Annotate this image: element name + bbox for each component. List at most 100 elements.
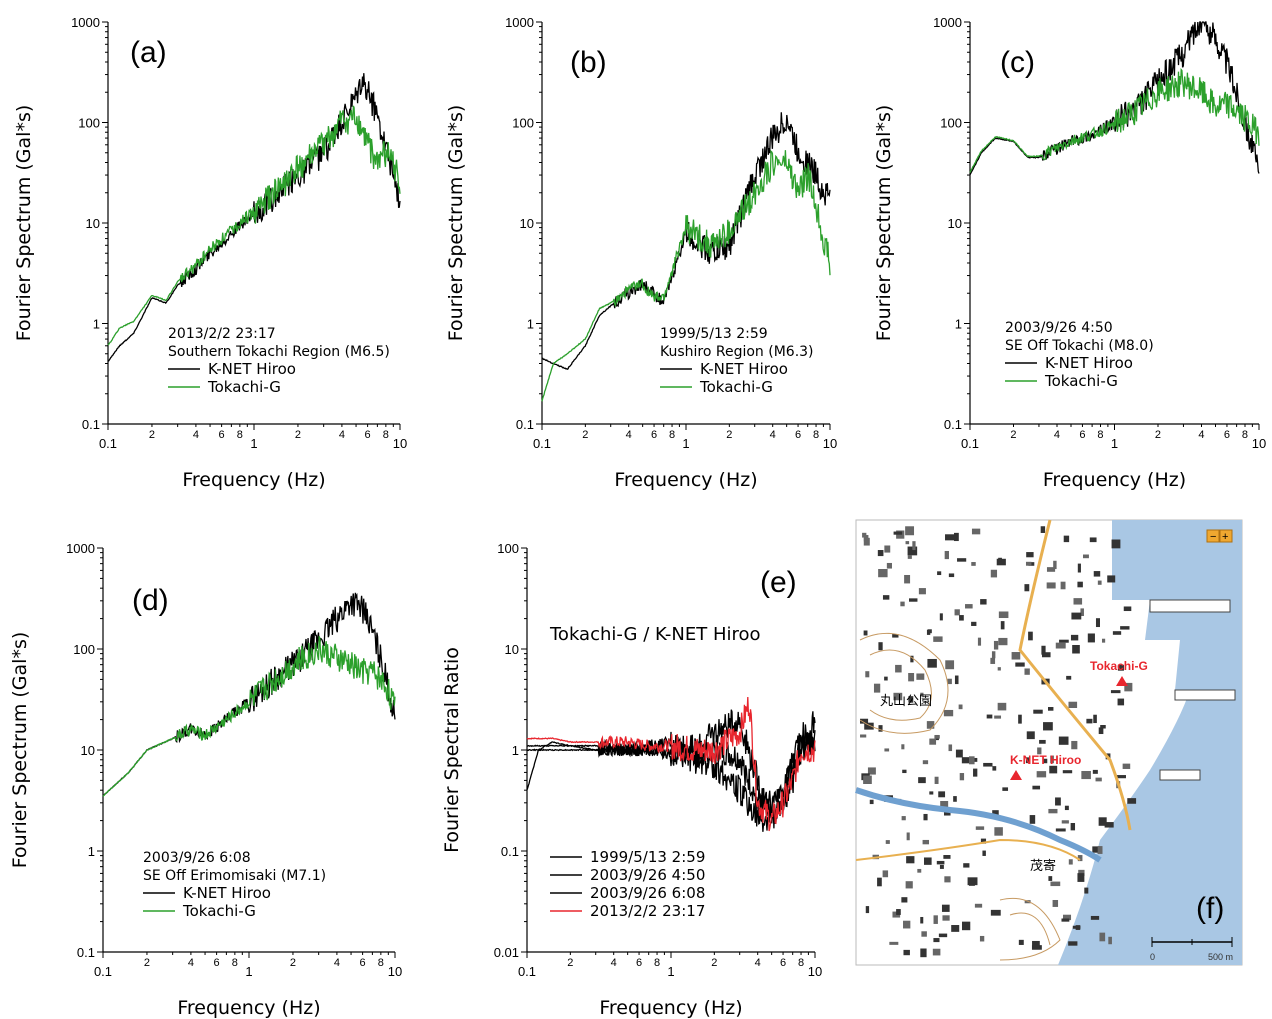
- building: [958, 704, 963, 710]
- x-minor-tick-label: 2: [1155, 429, 1161, 441]
- building: [906, 856, 915, 864]
- zoom-out-button[interactable]: [1206, 529, 1220, 543]
- y-tick-label: 10: [86, 216, 100, 231]
- building: [878, 725, 883, 732]
- pier: [1149, 599, 1231, 613]
- x-minor-tick-label: 4: [611, 957, 617, 969]
- building: [921, 931, 927, 937]
- building: [908, 696, 914, 703]
- building: [878, 568, 888, 578]
- building: [885, 840, 890, 844]
- building: [1077, 581, 1083, 588]
- building: [863, 537, 870, 546]
- y-tick-label: 100: [73, 642, 95, 657]
- x-tick-label: 10: [1252, 436, 1266, 451]
- y-tick-label: 1: [512, 743, 519, 758]
- x-minor-tick-label: 6: [1224, 429, 1230, 441]
- building: [943, 709, 954, 717]
- map-panel-f: 丸山公園 茂寄 Tokachi-G K-NET Hiroo − + 0 500 …: [855, 519, 1243, 966]
- building: [1078, 869, 1085, 877]
- building: [980, 599, 987, 605]
- x-tick-label: 10: [393, 436, 407, 451]
- building: [954, 609, 960, 616]
- building: [929, 738, 937, 745]
- x-minor-tick-label: 6: [651, 429, 657, 441]
- building: [1072, 644, 1080, 654]
- legend-label: Tokachi-G: [182, 902, 256, 920]
- building: [1053, 560, 1057, 570]
- panel-label-f: (f): [1196, 892, 1224, 925]
- y-tick-label: 10: [81, 743, 95, 758]
- building: [1110, 690, 1121, 694]
- main-road: [1018, 519, 1132, 831]
- building: [997, 702, 1007, 711]
- building: [944, 876, 951, 883]
- x-minor-tick-label: 2: [149, 429, 155, 441]
- building: [1117, 698, 1125, 706]
- building: [860, 718, 869, 724]
- building: [955, 749, 963, 758]
- building: [1124, 682, 1133, 692]
- building: [954, 675, 959, 685]
- building: [1026, 731, 1035, 740]
- building: [1041, 645, 1046, 655]
- x-tick-label: 10: [808, 964, 822, 979]
- building: [1100, 725, 1106, 729]
- building: [1025, 757, 1030, 764]
- building: [1062, 914, 1072, 921]
- building: [905, 526, 915, 536]
- scale-label-500m: 500 m: [1208, 952, 1233, 962]
- x-minor-tick-label: 2: [726, 429, 732, 441]
- building: [933, 938, 940, 943]
- y-tick-label: 10: [505, 642, 519, 657]
- y-tick-label: 1: [527, 317, 534, 332]
- building: [973, 768, 978, 777]
- building: [1117, 664, 1124, 671]
- building: [977, 637, 982, 646]
- x-minor-tick-label: 8: [378, 957, 384, 969]
- x-minor-tick-label: 2: [290, 957, 296, 969]
- building: [1024, 584, 1030, 592]
- x-tick-label: 1: [245, 964, 252, 979]
- building: [983, 762, 993, 767]
- building: [943, 855, 951, 859]
- building: [962, 921, 971, 931]
- building: [1068, 941, 1078, 946]
- building: [993, 640, 999, 650]
- y-tick-label: 10: [520, 216, 534, 231]
- x-minor-tick-label: 6: [360, 957, 366, 969]
- building: [932, 948, 941, 956]
- building: [953, 532, 959, 542]
- building: [1077, 855, 1083, 862]
- building: [1117, 775, 1126, 779]
- x-minor-tick-label: 6: [365, 429, 371, 441]
- y-tick-label: 1000: [505, 15, 534, 30]
- x-minor-tick-label: 4: [188, 957, 194, 969]
- building: [920, 692, 924, 697]
- building: [941, 904, 950, 912]
- series-line: [969, 68, 1260, 173]
- building: [969, 756, 975, 765]
- building: [884, 676, 888, 681]
- building: [1082, 554, 1089, 559]
- event-annotation: SE Off Erimomisaki (M7.1): [143, 868, 326, 884]
- x-tick-label: 1: [682, 436, 689, 451]
- building: [1059, 639, 1069, 643]
- building: [1046, 567, 1056, 572]
- panel-label: (b): [570, 46, 607, 79]
- tokachi-g-label: Tokachi-G: [1090, 659, 1148, 673]
- building: [1037, 747, 1042, 755]
- x-minor-tick-label: 2: [1010, 429, 1016, 441]
- building: [905, 881, 913, 889]
- legend-label: K-NET Hiroo: [1045, 354, 1133, 372]
- y-tick-label: 100: [78, 116, 100, 131]
- building: [1068, 859, 1073, 865]
- building: [918, 777, 926, 784]
- x-minor-tick-label: 8: [669, 429, 675, 441]
- pier: [1159, 769, 1201, 781]
- contour-line: [869, 649, 932, 721]
- building: [998, 637, 1008, 646]
- zoom-in-button[interactable]: [1219, 529, 1233, 543]
